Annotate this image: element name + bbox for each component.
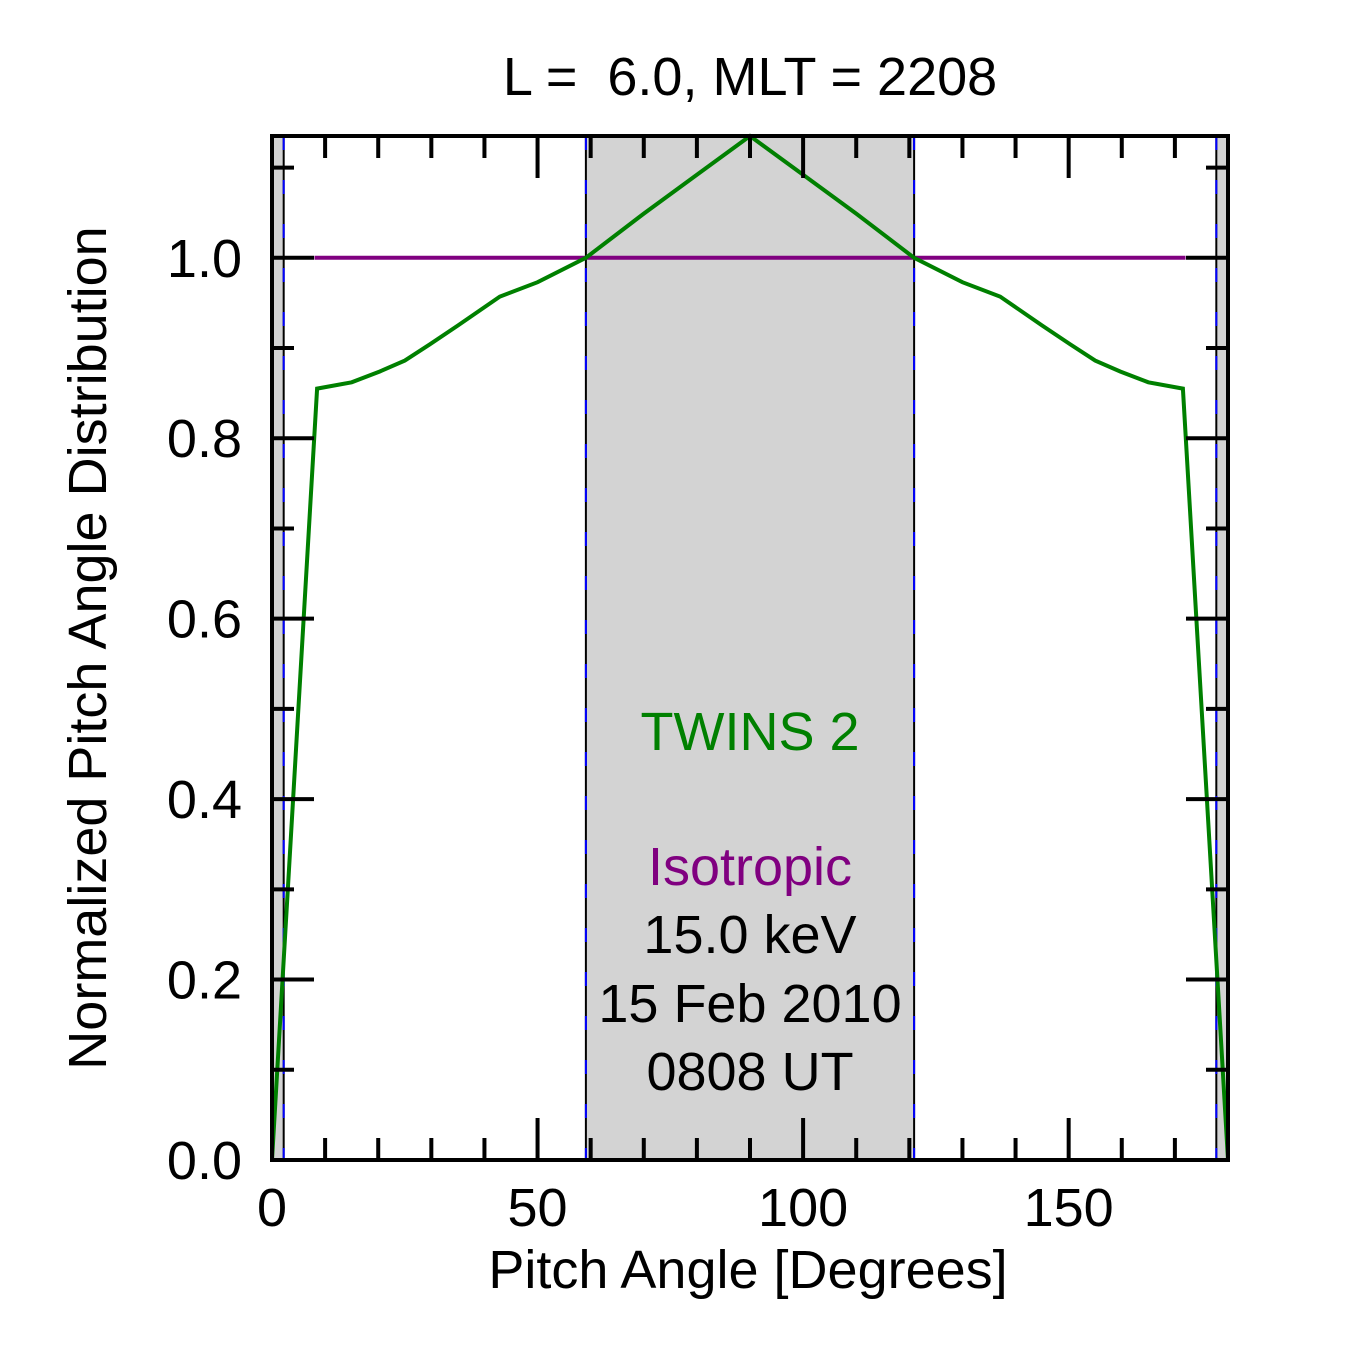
legend-isotropic: Isotropic [648, 837, 852, 897]
y-axis-label: Normalized Pitch Angle Distribution [58, 226, 118, 1069]
shaded-region-1 [585, 136, 915, 1160]
tick-labels: 0 50 100 150 0.0 0.2 0.4 0.6 0.8 1.0 [167, 229, 1114, 1238]
x-tick-label-50: 50 [508, 1178, 568, 1238]
energy-label: 15.0 keV [643, 905, 856, 965]
time-label: 0808 UT [646, 1042, 853, 1102]
y-tick-label-0.0: 0.0 [167, 1131, 242, 1191]
x-axis-label: Pitch Angle [Degrees] [488, 1240, 1007, 1300]
plot-frame [270, 134, 1230, 1162]
y-tick-label-0.4: 0.4 [167, 770, 242, 830]
x-tick-label-100: 100 [758, 1178, 848, 1238]
x-tick-label-0: 0 [257, 1178, 287, 1238]
y-tick-label-0.2: 0.2 [167, 951, 242, 1011]
chart-title: L = 6.0, MLT = 2208 [503, 47, 997, 107]
date-label: 15 Feb 2010 [598, 974, 901, 1034]
y-tick-label-0.8: 0.8 [167, 409, 242, 469]
shaded-regions [272, 136, 1228, 1160]
y-tick-label-1.0: 1.0 [167, 229, 242, 289]
x-tick-label-150: 150 [1024, 1178, 1114, 1238]
axis-ticks [272, 136, 1228, 1160]
legend-twins2: TWINS 2 [640, 702, 859, 762]
y-tick-label-0.6: 0.6 [167, 590, 242, 650]
shaded-region-0 [272, 136, 284, 1160]
shaded-region-2 [1216, 136, 1228, 1160]
